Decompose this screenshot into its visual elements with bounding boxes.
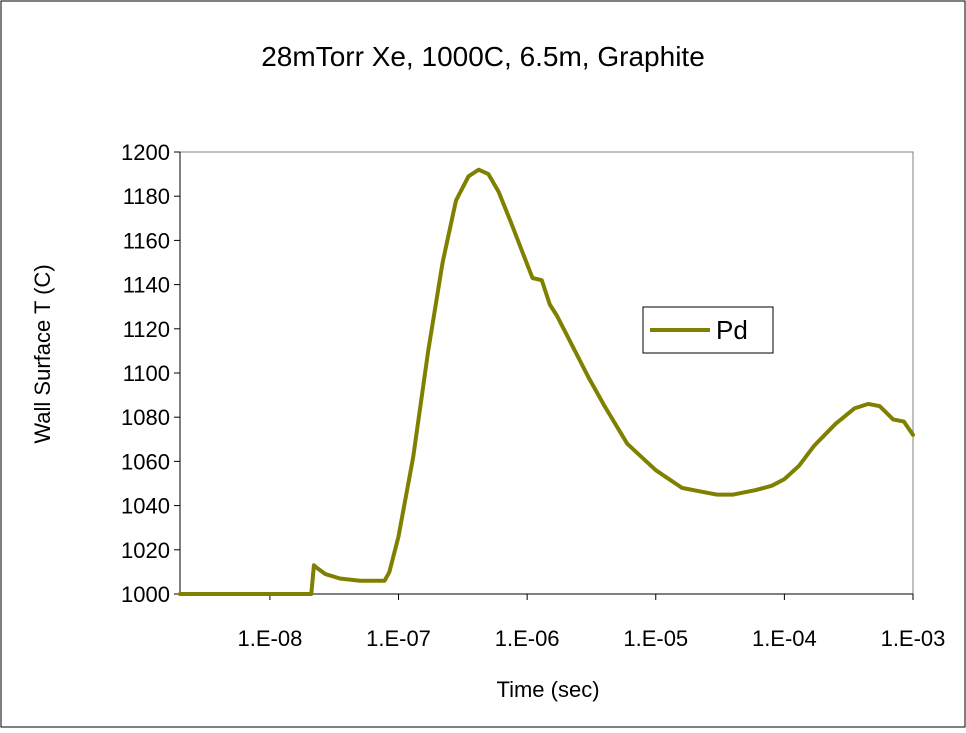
data-point <box>338 577 342 580</box>
data-point <box>866 402 870 406</box>
chart-title: 28mTorr Xe, 1000C, 6.5m, Graphite <box>261 41 705 72</box>
data-point <box>454 199 458 203</box>
y-tick-label: 1060 <box>121 449 170 474</box>
data-point <box>387 570 391 574</box>
data-point <box>603 404 607 408</box>
y-tick-label: 1020 <box>121 538 170 563</box>
data-point <box>531 276 534 280</box>
data-point <box>540 278 544 282</box>
data-point <box>519 247 523 251</box>
data-point <box>178 592 182 596</box>
data-point <box>731 493 735 497</box>
data-point <box>878 404 882 408</box>
y-tick-label: 1200 <box>121 140 170 165</box>
data-point <box>548 303 552 306</box>
data-point <box>782 477 786 481</box>
y-tick-label: 1180 <box>123 184 170 209</box>
data-point <box>312 563 316 567</box>
data-point <box>852 406 856 410</box>
data-point <box>309 592 313 596</box>
y-tick-label: 1000 <box>121 582 170 607</box>
x-tick-label: 1.E-06 <box>495 626 560 651</box>
x-tick-label: 1.E-05 <box>623 626 688 651</box>
x-axis-label: Time (sec) <box>496 677 599 702</box>
y-tick-label: 1140 <box>123 273 170 298</box>
plot-area <box>179 151 914 595</box>
y-tick-label: 1120 <box>123 317 170 342</box>
data-point <box>680 486 684 490</box>
data-point <box>654 468 658 472</box>
data-point <box>477 168 481 172</box>
y-tick-label: 1160 <box>123 228 170 253</box>
data-point <box>314 566 318 569</box>
x-tick-label: 1.E-07 <box>366 626 431 651</box>
data-point <box>770 484 774 488</box>
x-tick-label: 1.E-08 <box>237 626 302 651</box>
data-point <box>834 422 838 426</box>
legend-label-pd: Pd <box>716 315 748 345</box>
data-point <box>497 190 501 194</box>
data-point <box>358 579 362 583</box>
legend: Pd <box>642 306 774 354</box>
data-point <box>383 579 387 583</box>
data-point <box>812 444 816 448</box>
data-point <box>486 172 490 176</box>
data-point <box>891 417 895 421</box>
data-point <box>509 221 513 225</box>
data-point <box>797 464 801 468</box>
data-point <box>703 490 707 494</box>
data-point <box>625 442 629 446</box>
data-point <box>441 261 445 264</box>
y-tick-label: 1040 <box>121 494 170 519</box>
data-point <box>397 535 400 538</box>
data-point <box>587 375 590 379</box>
data-point <box>467 174 470 178</box>
data-point <box>564 331 568 335</box>
y-axis: 1000 1020 1040 1060 1080 1100 1120 1140 1160 1180… <box>121 140 181 607</box>
data-point <box>426 349 430 353</box>
x-tick-label: 1.E-04 <box>752 626 817 651</box>
series-layer <box>178 167 915 596</box>
data-point <box>323 572 327 576</box>
data-point <box>268 592 272 596</box>
data-point <box>411 455 415 459</box>
data-point <box>911 433 915 437</box>
y-axis-label: Wall Surface T (C) <box>30 264 55 443</box>
y-tick-label: 1080 <box>121 405 170 430</box>
data-point <box>754 488 758 492</box>
y-tick-label: 1100 <box>123 361 170 386</box>
data-point <box>377 579 381 583</box>
data-point <box>555 314 559 317</box>
data-point <box>902 420 906 424</box>
x-tick-label: 1.E-03 <box>881 626 946 651</box>
data-point <box>715 493 719 497</box>
